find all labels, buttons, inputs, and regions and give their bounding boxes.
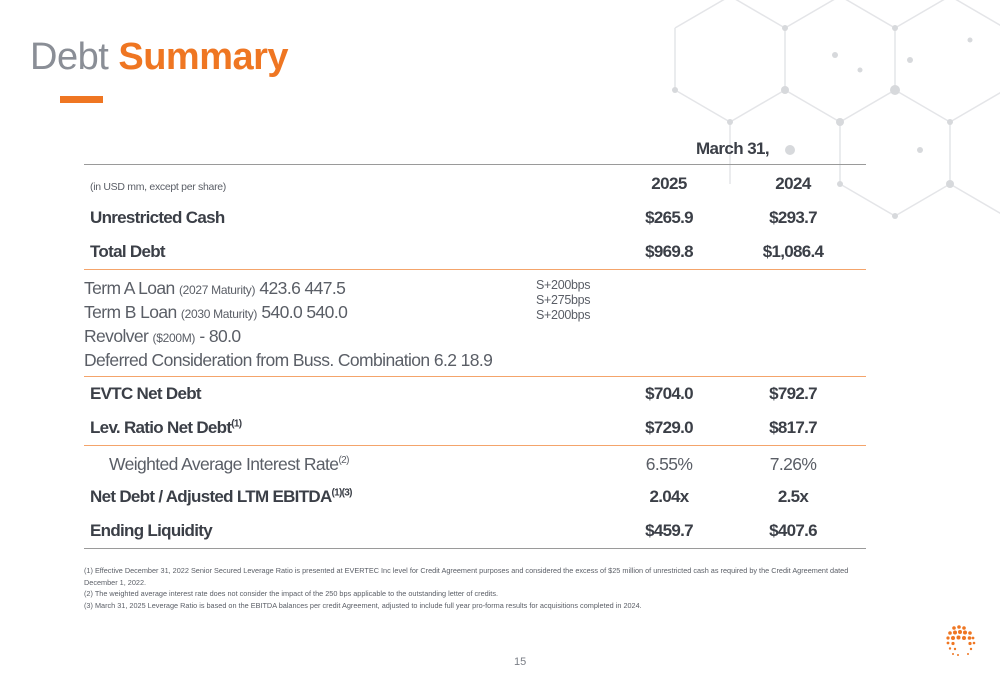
table-row: Unrestricted Cash $265.9 $293.7 [84,201,866,235]
value-2025: 6.2 [433,350,457,370]
title-part-1: Debt [30,36,109,78]
value-2025: $729.0 [645,418,693,437]
value-2025: - [199,326,205,346]
value-2024: $1,086.4 [762,242,824,261]
value-2024: $792.7 [769,384,817,403]
hexagon-network-graphic [672,0,1000,219]
value-2025: 6.55% [645,454,693,474]
footnote-ref: (1) [231,418,242,430]
title-underline [60,96,103,103]
page-title: Debt Summary [30,36,289,78]
units-note: (in USD mm, except per share) [90,181,227,193]
footnote: (2) The weighted average interest rate d… [84,589,499,598]
page-number: 15 [514,656,527,668]
row-label: Ending Liquidity [90,521,213,540]
value-2025: $265.9 [645,208,693,227]
table-row: Net Debt / Adjusted LTM EBITDA(1)(3) 2.0… [84,480,866,514]
footnote: (1) Effective December 31, 2022 Senior S… [84,566,849,587]
row-label: Unrestricted Cash [90,208,225,227]
value-2024: $293.7 [769,208,817,227]
interest-rate-spreads: S+200bps S+275bps S+200bps [536,278,591,323]
row-label: Term A Loan (2027 Maturity) [84,278,256,298]
row-label: Deferred Consideration from Buss. Combin… [84,350,430,370]
value-2024: 7.26% [769,454,817,474]
dot-sphere-logo-icon [946,625,976,656]
footnotes: (1) Effective December 31, 2022 Senior S… [84,565,874,611]
row-label: Total Debt [90,242,166,261]
rate-spread: S+200bps [536,278,591,292]
debt-detail-block: Term A Loan (2027 Maturity) 423.6 447.5 … [84,270,866,376]
period-header: March 31, [696,139,770,158]
table-divider [84,376,866,377]
period-header-row: March 31, [84,136,866,164]
footnote-ref: (1)(3) [331,487,353,499]
year-header-row: (in USD mm, except per share) 2025 2024 [84,165,866,201]
table-row: Lev. Ratio Net Debt(1) $729.0 $817.7 [84,411,866,445]
row-label: Weighted Average Interest Rate(2) [109,454,349,474]
row-label: Term B Loan (2030 Maturity) [84,302,258,322]
table-row: Revolver ($200M) - 80.0 [84,326,866,350]
table-row: EVTC Net Debt $704.0 $792.7 [84,377,866,411]
value-2025: 2.04x [649,487,689,506]
value-2025: 540.0 [261,302,303,322]
rate-spread: S+275bps [536,293,591,307]
table-row: Weighted Average Interest Rate(2) 6.55% … [84,446,866,480]
value-2025: 423.6 [259,278,301,298]
value-2024: 80.0 [208,326,241,346]
value-2025: $459.7 [645,521,693,540]
row-note: (2030 Maturity) [180,307,258,321]
year-2025-header: 2025 [651,174,687,193]
row-note: ($200M) [152,331,196,345]
table-row: Total Debt $969.8 $1,086.4 [84,235,866,269]
table-row: Term A Loan (2027 Maturity) 423.6 447.5 [84,278,866,302]
value-2024: $817.7 [769,418,817,437]
table-row: Term B Loan (2030 Maturity) 540.0 540.0 [84,302,866,326]
table-divider [84,269,866,270]
table-row: Ending Liquidity $459.7 $407.6 [84,514,866,548]
value-2025: $704.0 [645,384,693,403]
table-divider [84,548,866,549]
value-2025: $969.8 [645,242,693,261]
value-2024: 18.9 [460,350,493,370]
table-divider [84,164,866,165]
row-label: Net Debt / Adjusted LTM EBITDA(1)(3) [90,487,353,506]
footnote-ref: (2) [338,455,349,467]
debt-summary-table: March 31, (in USD mm, except per share) … [84,136,866,549]
row-label: Lev. Ratio Net Debt(1) [90,418,242,437]
row-label: EVTC Net Debt [90,384,202,403]
year-2024-header: 2024 [775,174,811,193]
footnote: (3) March 31, 2025 Leverage Ratio is bas… [84,600,642,610]
table-row: Deferred Consideration from Buss. Combin… [84,350,866,374]
title-part-2: Summary [118,36,289,78]
row-note: (2027 Maturity) [178,283,256,297]
value-2024: $407.6 [769,521,817,540]
rate-spread: S+200bps [536,308,591,322]
row-label: Revolver ($200M) [84,326,196,346]
value-2024: 540.0 [306,302,348,322]
value-2024: 2.5x [777,487,809,506]
value-2024: 447.5 [304,278,346,298]
table-divider [84,445,866,446]
